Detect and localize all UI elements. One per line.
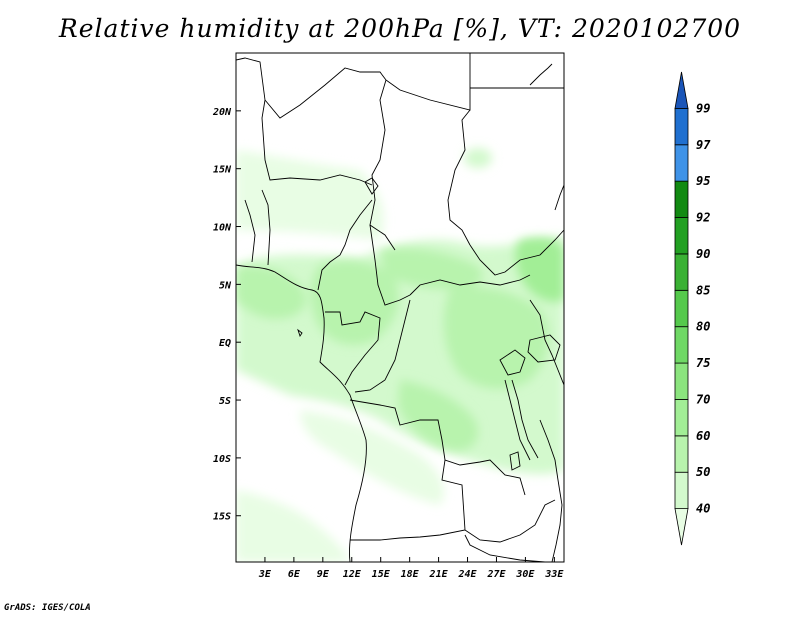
rh-core-congo-west (310, 260, 399, 345)
x-axis: 3E 6E 9E 12E 15E 18E 21E 24E 27E 30E 33E (258, 557, 564, 580)
colorbar-segment (674, 508, 689, 546)
colorbar-segment (674, 253, 689, 291)
border-ghana-togo (244, 199, 256, 263)
colorbar-label: 97 (696, 138, 711, 152)
border-congo-drc (354, 299, 411, 393)
colorbar-segment (674, 180, 689, 218)
humidity-field-layer (236, 148, 564, 562)
colorbar-label: 75 (696, 356, 710, 370)
colorbar-label: 70 (696, 392, 710, 406)
colorbar-label: 99 (696, 101, 710, 115)
colorbar-label: 60 (696, 429, 710, 443)
rh-core-south-central (398, 380, 479, 451)
x-tick-label: 18E (401, 569, 420, 580)
border-angola-zambia (350, 459, 466, 541)
border-guinea-gulf-islands (297, 328, 303, 338)
rh-core-east-lakes (515, 237, 564, 302)
colorbar: 40 50 60 70 75 80 85 90 92 95 97 99 (674, 71, 711, 546)
y-axis: 20N 15N 10N 5N EQ 5S 10S 15S (212, 107, 241, 523)
boundary-layer (236, 53, 564, 562)
y-tick-label: 5S (219, 396, 231, 407)
border-drc-angola (349, 399, 526, 496)
coastline-west-africa (236, 264, 367, 562)
colorbar-label: 92 (696, 211, 710, 225)
border-car-sudan (469, 229, 564, 276)
rh-core-congo-east (443, 286, 549, 389)
border-gabon-congo (325, 311, 381, 386)
border-zambia-east (464, 499, 556, 543)
border-car-drc (409, 274, 531, 296)
y-tick-label: 20N (212, 107, 232, 118)
x-tick-label: 24E (457, 569, 477, 580)
y-tick-label: 15N (213, 165, 232, 176)
border-libya-chad (385, 53, 471, 111)
colorbar-segment (674, 107, 689, 146)
colorbar-label: 90 (696, 247, 710, 261)
border-tanzania-mozambique (539, 419, 563, 562)
rh-region-sudan-patch (464, 148, 492, 168)
border-nigeria-cameroon (317, 199, 373, 291)
rh-core-north-belt (380, 248, 483, 290)
colorbar-segment (674, 144, 689, 182)
grads-credit: GrADS: IGES/COLA (4, 603, 91, 613)
lake-mweru (509, 451, 521, 471)
plot-frame (235, 52, 565, 563)
colorbar-segment (674, 71, 689, 109)
lake-victoria (527, 334, 561, 363)
colorbar-segment (674, 399, 689, 437)
border-uganda-kenya (529, 299, 564, 386)
colorbar-label: 50 (696, 465, 710, 479)
border-nigeria-benin (261, 189, 271, 266)
x-tick-label: 21E (429, 569, 449, 580)
colorbar-segment (674, 471, 689, 510)
x-tick-label: 9E (317, 569, 330, 580)
colorbar-label: 80 (696, 320, 710, 334)
colorbar-label: 40 (696, 502, 710, 516)
border-lake-tanganyika-e (511, 379, 539, 459)
lake-chad (364, 177, 379, 195)
x-tick-label: 15E (372, 569, 391, 580)
border-niger-nigeria (261, 99, 373, 186)
colorbar-segment (674, 326, 689, 364)
border-niger-north (264, 67, 387, 119)
border-south-sudan-east (554, 184, 564, 211)
y-tick-label: 10N (213, 223, 232, 234)
border-chad-east (447, 109, 471, 246)
rh-region-southwest-streak (300, 410, 444, 505)
x-tick-label: 30E (515, 569, 535, 580)
rh-region-southern-atlantic (236, 490, 350, 562)
border-libya-algeria (236, 57, 266, 101)
colorbar-label: 95 (696, 174, 710, 188)
border-chad-sudan (369, 79, 396, 251)
colorbar-segment (674, 217, 689, 255)
y-tick-label: 10S (213, 454, 231, 465)
chart-title: Relative humidity at 200hPa [%], VT: 202… (58, 14, 742, 43)
x-tick-label: 27E (486, 569, 506, 580)
colorbar-label: 85 (696, 283, 710, 297)
border-cameroon-car (369, 224, 411, 306)
red-sea-coast (529, 63, 553, 86)
x-tick-label: 3E (258, 569, 272, 580)
border-rwanda-burundi (499, 349, 526, 376)
rh-core-gulf-guinea (236, 265, 306, 319)
colorbar-segment (674, 289, 689, 328)
x-tick-label: 33E (544, 569, 564, 580)
rh-region-sahel-band (236, 150, 384, 240)
x-tick-label: 12E (343, 569, 362, 580)
border-zambia-zimbabwe (464, 534, 546, 562)
x-tick-label: 6E (288, 569, 301, 580)
colorbar-segment (674, 435, 689, 473)
border-lake-tanganyika-w (504, 379, 531, 461)
y-tick-label: EQ (219, 338, 231, 349)
colorbar-segment (674, 362, 689, 400)
y-tick-label: 15S (213, 512, 231, 523)
y-tick-label: 5N (219, 280, 232, 291)
